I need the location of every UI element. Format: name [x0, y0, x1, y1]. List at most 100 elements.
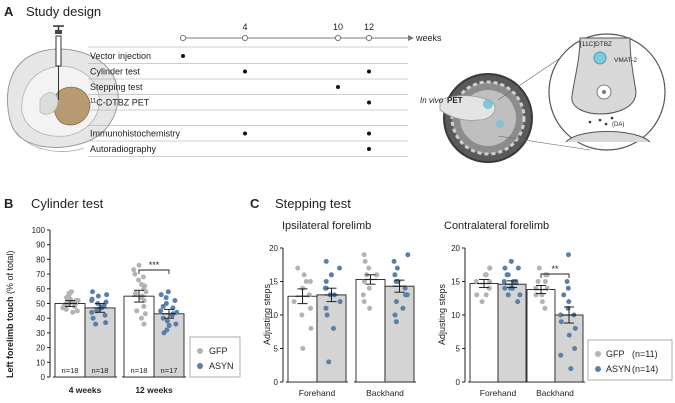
y-tick-label: 5	[274, 345, 279, 354]
cylinder-chart: 0 10 20 30 40 50 60 70 80 90 100 n=18 n=18 4 weeks n=1…	[32, 226, 186, 395]
y-tick-label: 100	[32, 226, 46, 235]
data-point-gfp	[303, 279, 309, 284]
data-point-gfp	[474, 292, 480, 298]
data-point-asyn	[165, 289, 171, 295]
data-point-asyn	[158, 292, 164, 298]
data-point-gfp	[307, 279, 313, 284]
significance-label: ***	[149, 260, 160, 270]
y-tick-label: 20	[269, 244, 278, 253]
data-point-asyn	[173, 321, 179, 327]
data-point-gfp	[132, 290, 138, 296]
bar-asyn	[384, 285, 415, 383]
data-point-gfp	[361, 252, 367, 258]
stepping-legend-gfp-n: (n=11)	[632, 349, 658, 359]
data-point-asyn	[89, 296, 95, 302]
y-tick-label: 90	[36, 241, 45, 250]
data-point-gfp	[300, 346, 306, 351]
y-tick-label: 20	[451, 244, 460, 253]
data-point-asyn	[572, 346, 578, 351]
cylinder-y-label-bold: Left forelimb touch	[5, 297, 15, 379]
tracer-label: [11C]DTBZ	[580, 41, 612, 48]
data-point-asyn	[404, 292, 410, 298]
data-point-asyn	[502, 285, 508, 291]
cylinder-chart-title: Cylinder test	[31, 196, 104, 211]
data-point-gfp	[479, 299, 485, 305]
data-point-asyn	[400, 305, 406, 311]
data-point-asyn	[565, 285, 571, 291]
procedure-label-main: C-DTBZ PET	[96, 98, 150, 108]
data-point-asyn	[104, 292, 110, 298]
data-point-asyn	[392, 312, 398, 318]
n-label: n=18	[131, 366, 148, 375]
bar-asyn	[497, 283, 527, 383]
procedure-schedule: Vector injection Cylinder test Stepping te…	[88, 46, 408, 157]
timeline-marker	[334, 34, 342, 42]
schedule-dot	[336, 85, 340, 89]
bar-asyn	[84, 307, 116, 378]
y-tick-label: 0	[274, 378, 279, 387]
data-point-gfp	[139, 281, 145, 287]
study-timeline: weeks 4 10 12	[179, 22, 442, 43]
data-point-asyn	[160, 315, 166, 321]
n-label: n=17	[161, 366, 178, 375]
pet-label-invivo: In vivo	[420, 96, 444, 105]
data-point-gfp	[366, 265, 372, 271]
data-point-asyn	[508, 258, 514, 264]
data-point-gfp	[539, 299, 545, 305]
data-point-gfp	[362, 258, 368, 264]
data-point-asyn	[561, 292, 567, 298]
stepping-legend-box	[587, 339, 673, 381]
data-point-asyn	[323, 285, 329, 291]
data-point-gfp	[69, 289, 75, 295]
data-point-asyn	[164, 318, 170, 324]
y-tick-label: 5	[456, 345, 461, 354]
data-point-asyn	[160, 303, 166, 309]
data-point-asyn	[515, 265, 521, 271]
data-point-gfp	[487, 279, 493, 284]
data-point-gfp	[131, 267, 137, 273]
procedure-label: 11C-DTBZ PET	[90, 98, 150, 108]
data-point-gfp	[295, 265, 301, 271]
y-tick-label: 20	[36, 344, 45, 353]
data-point-asyn	[402, 285, 408, 291]
y-tick-label: 15	[451, 278, 460, 287]
data-point-gfp	[308, 305, 314, 311]
timeline-arrow-icon	[408, 35, 414, 41]
panel-b-letter: B	[4, 196, 13, 211]
schedule-dot	[367, 69, 371, 74]
y-tick-label: 70	[36, 270, 45, 279]
data-point-asyn	[166, 323, 172, 329]
panel-c-letter: C	[250, 196, 260, 211]
timeline-tick-label: 12	[364, 22, 374, 32]
data-point-gfp	[486, 285, 492, 291]
data-point-asyn	[89, 309, 95, 315]
bar-asyn	[316, 294, 347, 383]
cylinder-legend-asyn-marker	[197, 363, 203, 369]
category-label: Forehand	[299, 388, 336, 398]
data-point-gfp	[543, 272, 549, 278]
data-point-asyn	[558, 319, 564, 325]
cylinder-legend-box	[189, 336, 241, 378]
syringe-icon	[53, 25, 64, 100]
significance-bracket	[540, 273, 570, 278]
ipsilateral-y-axis-label: Adjusting steps	[262, 283, 272, 345]
stepping-legend-gfp: GFP	[606, 349, 625, 359]
dopamine-label: (DA)	[612, 122, 624, 128]
y-tick-label: 10	[36, 358, 45, 367]
vmat2-label: VMAT-2	[614, 57, 637, 64]
data-point-asyn	[323, 305, 329, 311]
y-tick-label: 15	[269, 278, 278, 287]
zoom-line-bottom	[497, 135, 591, 151]
procedure-label: Cylinder test	[90, 67, 141, 77]
data-point-asyn	[558, 312, 564, 318]
procedure-label: Stepping test	[90, 82, 143, 92]
data-point-asyn	[566, 299, 572, 305]
data-point-asyn	[566, 332, 572, 338]
y-tick-label: 10	[451, 311, 460, 320]
contralateral-chart: 0 5 10 15 20 Forehand Backhand **	[451, 244, 585, 398]
n-label: n=18	[62, 366, 79, 375]
data-point-gfp	[138, 315, 144, 321]
data-point-asyn	[323, 258, 329, 264]
data-point-gfp	[134, 308, 140, 314]
timeline-marker	[241, 34, 249, 42]
